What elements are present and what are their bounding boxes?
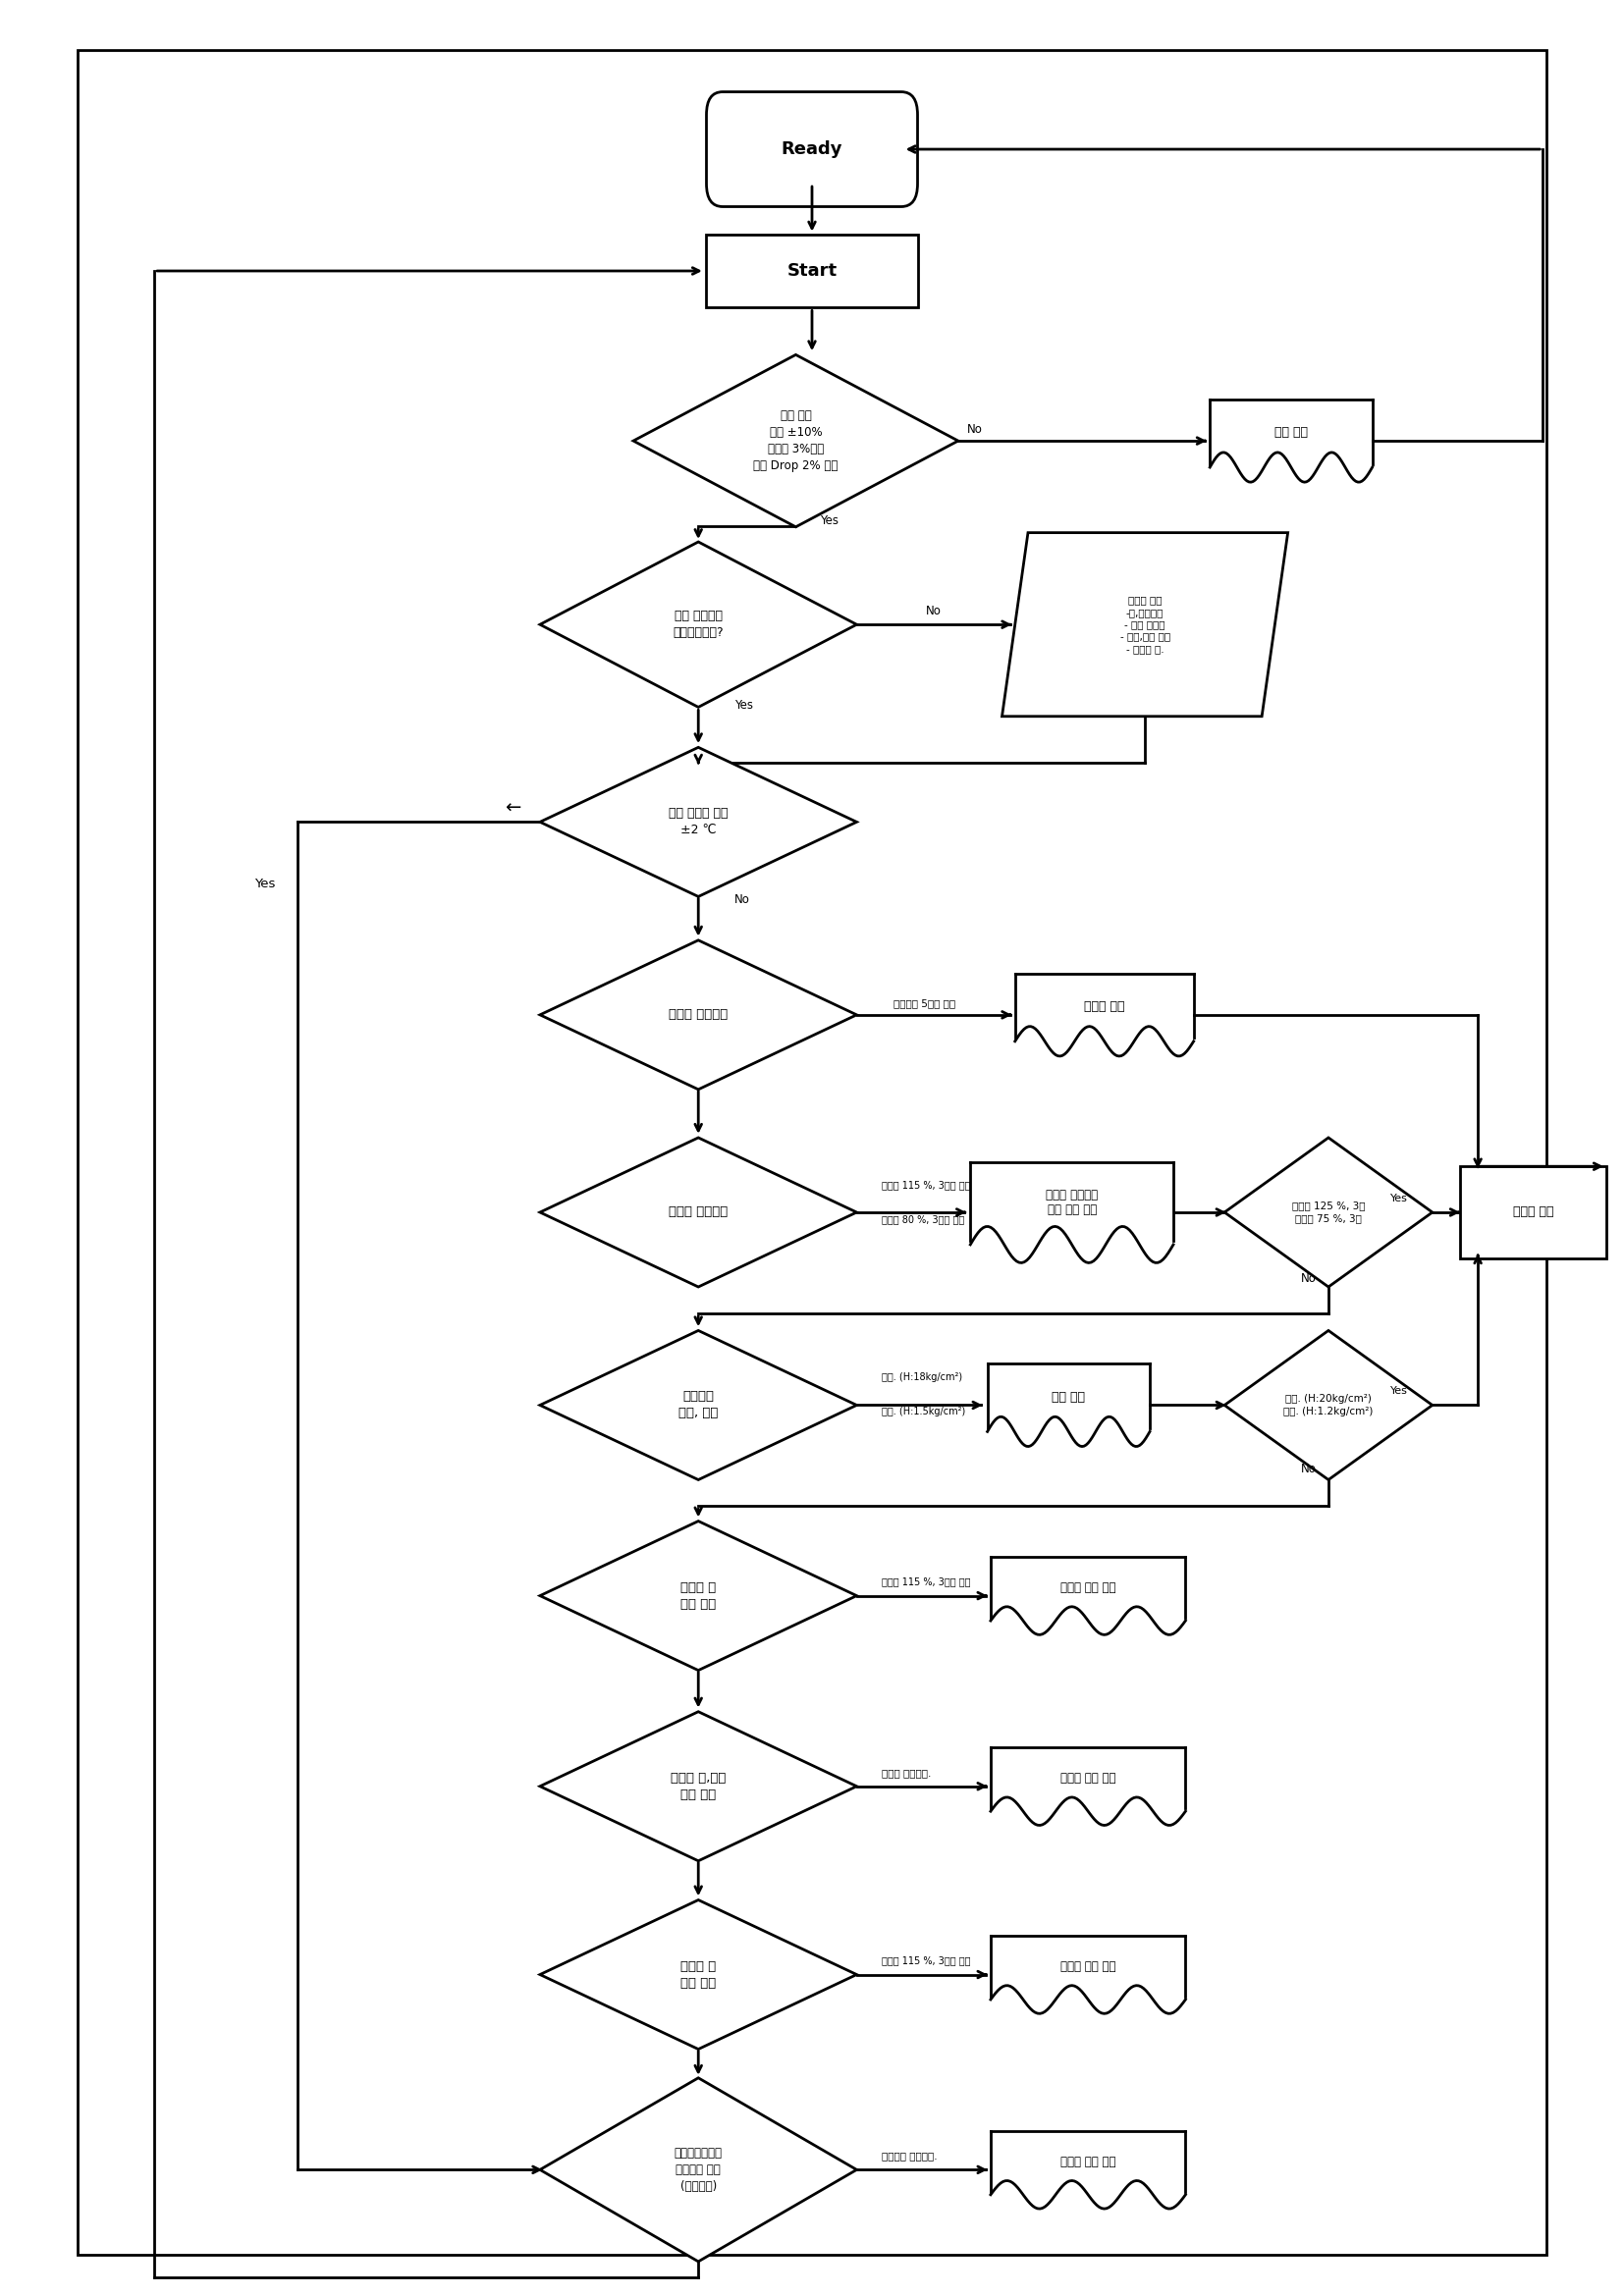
Text: 응축기 입,출구
온도 확인: 응축기 입,출구 온도 확인 (671, 1773, 726, 1800)
Text: 설정 온도값 확인
±2 ℃: 설정 온도값 확인 ±2 ℃ (669, 808, 728, 836)
Text: 응축기 이상 경보: 응축기 이상 경보 (1060, 1582, 1116, 1593)
Polygon shape (539, 1522, 857, 1671)
Polygon shape (539, 2078, 857, 2262)
Text: 높다. (H:18kg/cm²): 높다. (H:18kg/cm²) (882, 1373, 963, 1382)
Text: No: No (1301, 1463, 1317, 1476)
FancyBboxPatch shape (706, 92, 918, 207)
Text: 편차를 벗어난다.: 편차를 벗어난다. (882, 1768, 931, 1777)
Text: 응축기 이상 경보: 응축기 이상 경보 (1060, 1773, 1116, 1784)
Text: 정격의 115 %, 3초간 지속: 정격의 115 %, 3초간 지속 (882, 1180, 971, 1189)
Text: 압축기 정지: 압축기 정지 (1512, 1205, 1554, 1219)
Bar (1460, 1166, 1606, 1258)
Text: 압축기 전류표시
전류 경보 출력: 압축기 전류표시 전류 경보 출력 (1046, 1189, 1098, 1217)
Text: 전력 확인
정격 ±10%
불평형 3%이내
전압 Drop 2% 이내: 전력 확인 정격 ±10% 불평형 3%이내 전압 Drop 2% 이내 (754, 409, 838, 473)
Text: 압축기 운전전류: 압축기 운전전류 (669, 1205, 728, 1219)
Text: 정격의 80 %, 3초간 지속: 정격의 80 %, 3초간 지속 (882, 1215, 965, 1224)
Text: 기동전류 5초간 지속: 기동전류 5초간 지속 (893, 999, 955, 1008)
Bar (706, 234, 918, 308)
Text: Yes: Yes (734, 698, 752, 712)
Polygon shape (1224, 1139, 1432, 1286)
Text: 낙다. (H:1.5kg/cm²): 낙다. (H:1.5kg/cm²) (882, 1407, 966, 1417)
Text: 운전압력
고압, 저압: 운전압력 고압, 저압 (679, 1391, 718, 1419)
Text: 응축기 팬
운전 전류: 응축기 팬 운전 전류 (680, 1582, 716, 1609)
Text: Start: Start (788, 262, 836, 280)
Text: 압축기 기동전류: 압축기 기동전류 (669, 1008, 728, 1022)
Text: Yes: Yes (255, 877, 274, 891)
Text: No: No (966, 422, 983, 436)
Polygon shape (539, 941, 857, 1091)
Text: Yes: Yes (1390, 1194, 1408, 1203)
Text: 정격의 125 %, 3초
정격의 75 %, 3초: 정격의 125 %, 3초 정격의 75 %, 3초 (1291, 1201, 1366, 1224)
Text: 정격의 115 %, 3초간 지속: 정격의 115 %, 3초간 지속 (882, 1577, 971, 1587)
Text: No: No (734, 893, 750, 907)
Text: 증발기 팬
운전 전류: 증발기 팬 운전 전류 (680, 1961, 716, 1988)
Text: 전력 이상: 전력 이상 (1275, 427, 1307, 439)
Text: Yes: Yes (820, 514, 838, 528)
Text: Yes: Yes (1390, 1387, 1408, 1396)
Polygon shape (539, 1139, 857, 1286)
Text: Ready: Ready (781, 140, 843, 158)
Text: No: No (926, 604, 942, 618)
Text: 고내온도설정값
도달시간 비교
(표준편차): 고내온도설정값 도달시간 비교 (표준편차) (674, 2147, 723, 2193)
Text: 정격의 115 %, 3초간 지속: 정격의 115 %, 3초간 지속 (882, 1956, 971, 1965)
Polygon shape (539, 1901, 857, 2048)
Polygon shape (539, 542, 857, 707)
Polygon shape (539, 1713, 857, 1860)
Text: 높다. (H:20kg/cm²)
낙다. (H:1.2kg/cm²): 높다. (H:20kg/cm²) 낙다. (H:1.2kg/cm²) (1283, 1394, 1374, 1417)
Polygon shape (633, 354, 958, 526)
Text: 냉동기 이상 경보: 냉동기 이상 경보 (1060, 2156, 1116, 2167)
Text: 편차에서 벗어난다.: 편차에서 벗어난다. (882, 2151, 937, 2161)
Polygon shape (1002, 533, 1288, 716)
Text: 압축기 이상: 압축기 이상 (1083, 1001, 1125, 1013)
Polygon shape (539, 748, 857, 898)
Polygon shape (1224, 1332, 1432, 1479)
Text: 초기 설정값을
사용하걄는가?: 초기 설정값을 사용하걄는가? (672, 611, 724, 638)
Text: 증발기 이상 경보: 증발기 이상 경보 (1060, 1961, 1116, 1972)
Text: 덳리 이상: 덳리 이상 (1052, 1391, 1085, 1403)
Text: No: No (1301, 1272, 1317, 1286)
Text: ←: ← (505, 799, 521, 817)
Text: 예측값 입력
-고,저압학값
- 온도 설정값
- 정격,운전 전류
- 팬차값 등.: 예측값 입력 -고,저압학값 - 온도 설정값 - 정격,운전 전류 - 팬차값… (1121, 595, 1169, 654)
Polygon shape (539, 1332, 857, 1479)
